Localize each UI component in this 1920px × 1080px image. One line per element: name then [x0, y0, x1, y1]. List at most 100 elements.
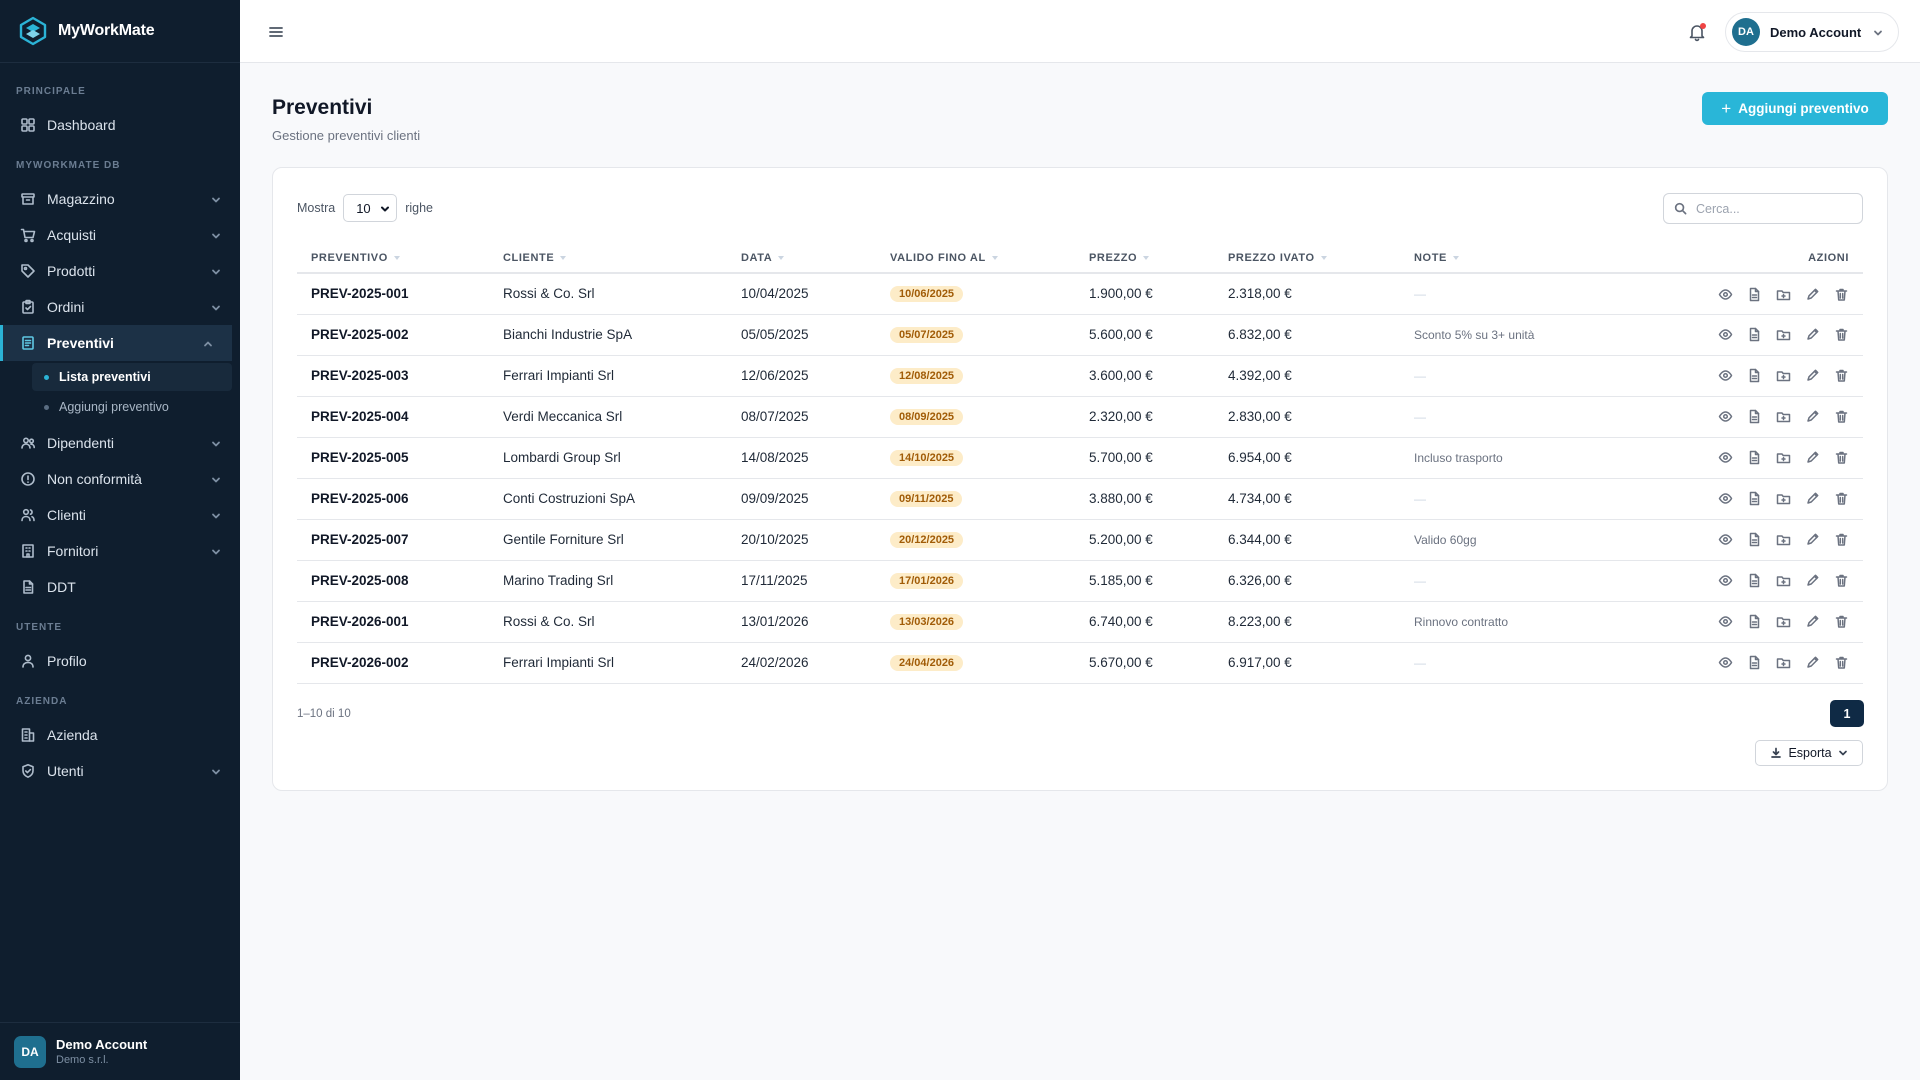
- attachments-action[interactable]: [1776, 287, 1791, 302]
- menu-toggle-icon[interactable]: [266, 22, 286, 42]
- table-row[interactable]: PREV-2025-004 Verdi Meccanica Srl 08/07/20…: [297, 396, 1863, 438]
- sidebar-item-prodotti[interactable]: Prodotti: [0, 253, 240, 289]
- edit-action[interactable]: [1805, 532, 1820, 547]
- search-input[interactable]: Cerca...: [1663, 193, 1863, 224]
- sidebar-subitem-lista-preventivi[interactable]: Lista preventivi: [32, 363, 232, 391]
- delete-action[interactable]: [1834, 409, 1849, 424]
- sidebar-item-profilo[interactable]: Profilo: [0, 643, 240, 679]
- delete-action[interactable]: [1834, 573, 1849, 588]
- attachments-action[interactable]: [1776, 491, 1791, 506]
- add-quote-button[interactable]: + Aggiungi preventivo: [1702, 92, 1888, 125]
- attachments-action[interactable]: [1776, 614, 1791, 629]
- edit-action[interactable]: [1805, 614, 1820, 629]
- sidebar-item-clienti[interactable]: Clienti: [0, 497, 240, 533]
- column-header-prezzo[interactable]: PREZZO: [1075, 243, 1214, 274]
- table-row[interactable]: PREV-2025-007 Gentile Forniture Srl 20/10/…: [297, 519, 1863, 561]
- export-button[interactable]: Esporta: [1755, 740, 1863, 766]
- sidebar-subitem-aggiungi-preventivo[interactable]: Aggiungi preventivo: [0, 393, 232, 421]
- attachments-action[interactable]: [1776, 532, 1791, 547]
- sidebar-item-label: Profilo: [47, 653, 87, 669]
- page-title: Preventivi: [272, 96, 373, 119]
- view-action[interactable]: [1718, 287, 1733, 302]
- sidebar-item-utenti[interactable]: Utenti: [0, 753, 240, 789]
- attachments-action[interactable]: [1776, 450, 1791, 465]
- delete-action[interactable]: [1834, 491, 1849, 506]
- edit-action[interactable]: [1805, 491, 1820, 506]
- delete-action[interactable]: [1834, 450, 1849, 465]
- sidebar-item-fornitori[interactable]: Fornitori: [0, 533, 240, 569]
- edit-action[interactable]: [1805, 655, 1820, 670]
- edit-action[interactable]: [1805, 368, 1820, 383]
- pdf-icon: [1749, 615, 1760, 629]
- page-size-select[interactable]: 10: [343, 194, 398, 222]
- pdf-icon: [1749, 369, 1760, 383]
- edit-action[interactable]: [1805, 409, 1820, 424]
- sidebar-item-dipendenti[interactable]: Dipendenti: [0, 425, 240, 461]
- view-action[interactable]: [1718, 532, 1733, 547]
- column-header-cliente[interactable]: CLIENTE: [489, 243, 727, 274]
- user-menu[interactable]: DA Demo Account: [1725, 12, 1899, 52]
- sidebar-user-card[interactable]: DA Demo Account Demo s.r.l.: [0, 1022, 240, 1080]
- delete-action[interactable]: [1834, 327, 1849, 342]
- pagination-page-1[interactable]: 1: [1830, 700, 1864, 727]
- table-row[interactable]: PREV-2025-003 Ferrari Impianti Srl 12/06/2…: [297, 355, 1863, 397]
- column-header-preventivo[interactable]: PREVENTIVO: [297, 243, 489, 274]
- table-row[interactable]: PREV-2025-008 Marino Trading Srl 17/11/202…: [297, 560, 1863, 602]
- delete-action[interactable]: [1834, 614, 1849, 629]
- view-action[interactable]: [1718, 655, 1733, 670]
- attachments-action[interactable]: [1776, 368, 1791, 383]
- pdf-action[interactable]: [1747, 450, 1762, 465]
- view-action[interactable]: [1718, 327, 1733, 342]
- edit-icon: [1807, 329, 1819, 341]
- brand[interactable]: MyWorkMate: [0, 0, 240, 63]
- view-action[interactable]: [1718, 368, 1733, 383]
- sidebar-item-magazzino[interactable]: Magazzino: [0, 181, 240, 217]
- folder-icon: [1776, 576, 1791, 587]
- edit-action[interactable]: [1805, 287, 1820, 302]
- table-row[interactable]: PREV-2025-006 Conti Costruzioni SpA 09/09/…: [297, 478, 1863, 520]
- column-header-valido[interactable]: VALIDO FINO AL: [876, 243, 1075, 274]
- sidebar-item-preventivi[interactable]: Preventivi: [0, 325, 232, 361]
- pdf-action[interactable]: [1747, 287, 1762, 302]
- view-action[interactable]: [1718, 573, 1733, 588]
- table-row[interactable]: PREV-2025-001 Rossi & Co. Srl 10/04/2025 10…: [297, 273, 1863, 315]
- delete-action[interactable]: [1834, 532, 1849, 547]
- table-row[interactable]: PREV-2026-001 Rossi & Co. Srl 13/01/2026 13…: [297, 601, 1863, 643]
- edit-action[interactable]: [1805, 327, 1820, 342]
- delete-action[interactable]: [1834, 287, 1849, 302]
- delete-action[interactable]: [1834, 368, 1849, 383]
- sidebar-item-non-conformita[interactable]: Non conformità: [0, 461, 240, 497]
- table-row[interactable]: PREV-2025-005 Lombardi Group Srl 14/08/202…: [297, 437, 1863, 479]
- view-action[interactable]: [1718, 614, 1733, 629]
- sidebar-item-ordini[interactable]: Ordini: [0, 289, 240, 325]
- edit-action[interactable]: [1805, 450, 1820, 465]
- attachments-action[interactable]: [1776, 327, 1791, 342]
- tag-icon: [19, 262, 37, 280]
- sidebar-item-azienda[interactable]: Azienda: [0, 717, 240, 753]
- pdf-action[interactable]: [1747, 532, 1762, 547]
- column-header-data[interactable]: DATA: [727, 243, 876, 274]
- pdf-action[interactable]: [1747, 573, 1762, 588]
- table-row[interactable]: PREV-2026-002 Ferrari Impianti Srl 24/02/2…: [297, 642, 1863, 684]
- pdf-action[interactable]: [1747, 614, 1762, 629]
- attachments-action[interactable]: [1776, 409, 1791, 424]
- sidebar-item-acquisti[interactable]: Acquisti: [0, 217, 240, 253]
- pdf-action[interactable]: [1747, 368, 1762, 383]
- sidebar-item-ddt[interactable]: DDT: [0, 569, 240, 605]
- column-header-prezzo-ivato[interactable]: PREZZO IVATO: [1214, 243, 1400, 274]
- attachments-action[interactable]: [1776, 655, 1791, 670]
- pdf-action[interactable]: [1747, 409, 1762, 424]
- table-row[interactable]: PREV-2025-002 Bianchi Industrie SpA 05/05/…: [297, 314, 1863, 356]
- pdf-action[interactable]: [1747, 491, 1762, 506]
- attachments-action[interactable]: [1776, 573, 1791, 588]
- view-action[interactable]: [1718, 450, 1733, 465]
- delete-action[interactable]: [1834, 655, 1849, 670]
- column-header-note[interactable]: NOTE: [1400, 243, 1660, 274]
- view-action[interactable]: [1718, 491, 1733, 506]
- bell-icon[interactable]: [1686, 21, 1708, 43]
- sidebar-item-dashboard[interactable]: Dashboard: [0, 107, 240, 143]
- pdf-action[interactable]: [1747, 327, 1762, 342]
- view-action[interactable]: [1718, 409, 1733, 424]
- pdf-action[interactable]: [1747, 655, 1762, 670]
- edit-action[interactable]: [1805, 573, 1820, 588]
